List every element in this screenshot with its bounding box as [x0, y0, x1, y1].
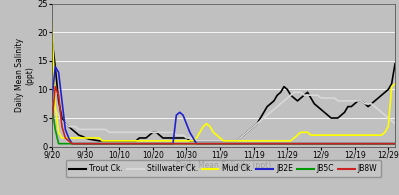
Y-axis label: Daily Mean Salinity
(ppt): Daily Mean Salinity (ppt): [15, 38, 34, 112]
Legend: Trout Ck., Stillwater Ck., Mud Ck., JB2E, JB5C, JB8W: Trout Ck., Stillwater Ck., Mud Ck., JB2E…: [65, 160, 381, 177]
X-axis label: Daily Mean Salinity (ppt): Daily Mean Salinity (ppt): [176, 161, 271, 170]
